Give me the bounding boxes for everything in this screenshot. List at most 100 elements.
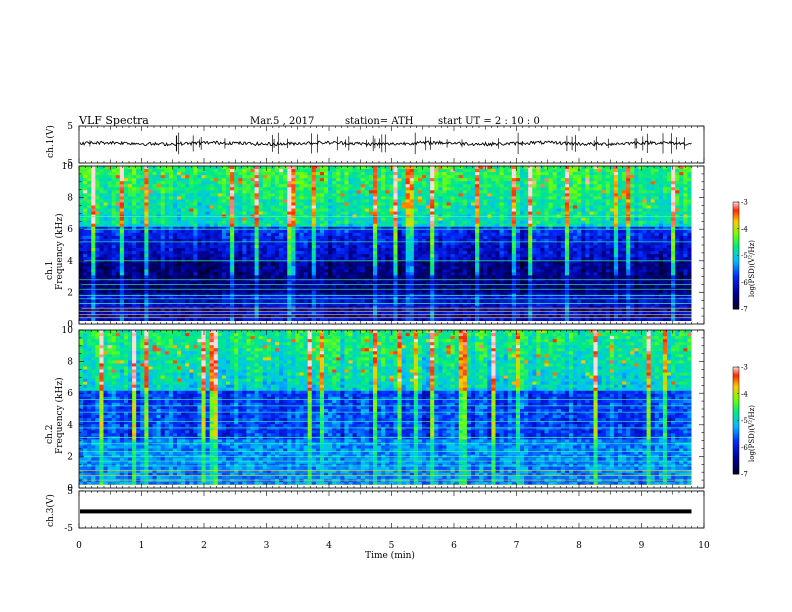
spectrogram-cell: [597, 184, 603, 188]
spectrogram-cell: [422, 238, 427, 243]
spectrogram-cell: [430, 223, 435, 228]
spectrogram-cell: [336, 190, 341, 194]
spectrogram-cell: [634, 205, 639, 209]
spectrogram-cell: [491, 220, 496, 225]
spectrogram-cell: [401, 208, 407, 212]
spectrogram-cell: [319, 199, 325, 203]
spectrogram-cell: [295, 193, 300, 197]
spectrogram-cell: [266, 223, 272, 228]
spectrogram-cell: [262, 211, 268, 216]
spectrogram-cell: [671, 254, 676, 258]
spectrogram-cell: [658, 190, 664, 194]
spectrogram-cell: [630, 263, 635, 267]
spectrogram-cell: [507, 184, 513, 188]
spectrogram-cell: [479, 190, 484, 194]
spectrogram-cell: [662, 211, 668, 216]
spectrogram-cell: [373, 193, 378, 197]
spectrogram-cell: [511, 263, 517, 267]
spectrogram-cell: [389, 211, 394, 216]
spectrogram-cell: [275, 202, 280, 206]
spectrogram-cell: [95, 241, 100, 246]
spectrogram-cell: [221, 251, 227, 255]
spectrogram-cell: [605, 211, 611, 216]
spectrogram-cell: [258, 190, 264, 194]
spectrogram-cell: [168, 196, 174, 200]
spectrogram-cell: [544, 202, 549, 206]
spectrogram-cell: [528, 232, 533, 237]
spectrogram-cell: [515, 260, 521, 264]
spectrogram-cell: [466, 229, 472, 234]
spectrogram-cell: [201, 251, 206, 255]
spectrogram-cell: [287, 187, 292, 191]
spectrogram-cell: [230, 254, 235, 258]
spectrogram-cell: [528, 184, 533, 188]
spectrogram-cell: [597, 211, 603, 216]
spectrogram-cell: [364, 196, 370, 200]
spectrogram-cell: [197, 166, 202, 170]
spectrogram-cell: [107, 217, 113, 222]
spectrogram-cell: [475, 220, 480, 225]
spectrogram-cell: [197, 217, 202, 222]
spectrogram-cell: [622, 245, 627, 249]
spectrogram-cell: [373, 260, 378, 264]
spectrogram-cell: [458, 166, 464, 170]
spectrogram-cell: [348, 199, 353, 203]
spectrogram-cell: [671, 235, 676, 240]
spectrogram-cell: [401, 248, 407, 252]
spectrogram-cell: [552, 251, 558, 255]
spectrogram-cell: [287, 263, 292, 267]
spectrogram-cell: [258, 205, 264, 209]
spectrogram-cell: [201, 175, 206, 179]
spectrogram-cell: [434, 187, 439, 191]
spectrogram-cell: [340, 248, 345, 252]
spectrogram-cell: [299, 196, 304, 200]
spectrogram-cell: [471, 184, 476, 188]
spectrogram-cell: [87, 257, 92, 261]
spectrogram-cell: [164, 260, 170, 264]
spectrogram-cell: [262, 229, 268, 234]
spectrogram-cell: [332, 172, 337, 176]
spectrogram-cell: [413, 217, 419, 222]
spectrogram-cell: [377, 196, 382, 200]
spectrogram-cell: [115, 260, 121, 264]
spectrogram-cell: [95, 205, 100, 209]
spectrogram-cell: [217, 235, 223, 240]
spectrogram-cell: [275, 184, 280, 188]
spectrogram-cell: [83, 226, 88, 231]
spectrogram-cell: [475, 241, 480, 246]
spectrogram-cell: [446, 217, 451, 222]
spectrogram-cell: [262, 241, 268, 246]
spectrogram-cell: [671, 223, 676, 228]
spectrogram-cell: [434, 229, 439, 234]
spectrogram-cell: [185, 166, 190, 170]
spectrogram-cell: [119, 169, 125, 173]
spectrogram-cell: [434, 208, 439, 212]
spectrogram-cell: [156, 217, 162, 222]
spectrogram-cell: [605, 232, 611, 237]
spectrogram-cell: [258, 245, 264, 249]
spectrogram-cell: [234, 196, 239, 200]
spectrogram-cell: [197, 251, 202, 255]
spectrogram-cell: [364, 169, 370, 173]
spectrogram-cell: [201, 205, 206, 209]
spectrogram-cell: [254, 229, 260, 234]
spectrogram-cell: [283, 199, 288, 203]
spectrogram-cell: [234, 187, 239, 191]
spectrogram-cell: [140, 238, 145, 243]
spectrogram-cell: [426, 184, 431, 188]
spectrogram-cell: [295, 172, 300, 176]
spectrogram-cell: [434, 211, 439, 216]
spectrogram-cell: [658, 217, 664, 222]
spectrogram-cell: [675, 169, 680, 173]
spectrogram-cell: [405, 196, 411, 200]
spectrogram-cell: [438, 187, 443, 191]
spectrogram-cell: [136, 178, 141, 182]
spectrogram-cell: [479, 235, 484, 240]
spectrogram-cell: [132, 232, 137, 237]
spectrogram-cell: [556, 232, 562, 237]
spectrogram-cell: [466, 226, 472, 231]
spectrogram-cell: [103, 220, 108, 225]
spectrogram-cell: [160, 226, 166, 231]
spectrogram-cell: [540, 178, 545, 182]
spectrogram-cell: [413, 248, 419, 252]
